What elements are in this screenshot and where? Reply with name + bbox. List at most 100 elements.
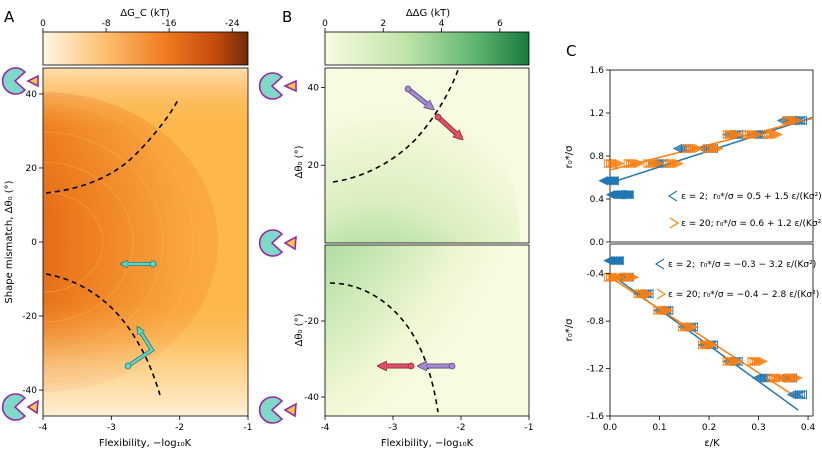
panel-b-xtick-label: -1 [525,423,534,433]
legend-eps20: ε = 20; [681,219,714,229]
panel-b-top-arrow-purple-start [404,85,412,93]
panel-c-top-data-point [790,115,801,126]
panel-c-top-data-point [694,143,704,154]
wedge-icon [283,402,297,418]
panel-a-pacman-top [1,67,39,95]
panel-c-top-ytick-label: 0.4 [590,195,605,205]
panel-b: B ΔΔG (kT) 0 2 4 6 -4 -3 -2 -1 [282,8,534,449]
panel-c-top-data-point [614,158,625,169]
panel-c-bottom-ytick-label: -1.6 [586,412,604,422]
panel-c-bottom-data-point [686,322,697,332]
panel-c-top-data-point [771,129,781,140]
panel-a-xtick-label: -1 [244,423,253,433]
legend-eps2: ε = 2; [668,260,695,270]
panel-c-bottom-data-point [776,373,786,383]
legend-eps20-eq: r₀*/σ = 0.6 + 1.2 ε/(Kσ²) [716,219,822,229]
panel-c-bottom-data-point [642,289,652,299]
panel-c-bottom-data-point [614,255,624,266]
pacman-icon [258,72,284,100]
panel-b-xlabel: Flexibility, −log₁₀K [381,438,474,449]
legend-eps20-eq: r₀*/σ = −0.4 − 2.8 ε/(Kσ²) [703,290,819,300]
panel-a-xlabel: Flexibility, −log₁₀K [99,438,192,449]
panel-c-bottom-data-point [758,356,768,367]
panel-c-bottom-data-point [733,356,744,367]
panel-b-top-arrow-red-start [434,113,442,121]
panel-c-bottom-data-point [689,322,699,332]
panel-c-bottom-data-point [731,356,741,367]
panel-b-colorbar [324,31,530,66]
panel-c-bottom-data-point [756,356,766,367]
panel-b-top-dashed-curve [332,69,459,183]
panel-c-top-legend: ε = 2; r₀*/σ = 0.5 + 1.5 ε/(Kσ²) ε = 20;… [667,190,822,229]
panel-b-bottom-arrow-purple-start [448,362,456,370]
panel-c-bottom-data-point [612,272,623,282]
panel-c-top-data-point [713,143,724,154]
panel-a-xtick-label: -3 [107,423,116,433]
panel-c-bottom-frame [609,243,814,417]
panel-a-xtick-label: -2 [175,423,184,433]
legend-eps2: ε = 2; [681,192,708,202]
panel-a-xtick-label: -4 [39,423,48,433]
panel-c-top-ylabel: r₀*/σ [564,145,575,168]
panel-a-pacman-bottom [1,393,39,421]
panel-b-pacman-mid [258,229,297,257]
panel-c-top-data-point [624,189,634,200]
panel-c-bottom-legend: ε = 2; r₀*/σ = −0.3 − 3.2 ε/(Kσ²) ε = 20… [654,258,819,300]
panel-c-xtick-label: 0.3 [751,423,765,433]
panel-a-heatmap [43,68,248,416]
colorbar-a-tick-label: -8 [102,19,111,29]
panel-a-colorbar-title: ΔG_C (kT) [120,8,170,19]
panel-a-ytick-label: 40 [26,90,38,100]
panel-c-top-data-point [652,158,662,169]
colorbar-a-tick-label: -24 [225,19,240,29]
panel-c-top-data-point [753,129,763,140]
panel-c-bottom-data-point [793,389,803,400]
colorbar-b-tick-label: 4 [439,19,445,29]
legend-marker-eps20 [669,217,680,229]
panel-c-bottom-data-point [756,373,766,383]
panel-a-upper-dashed-curve [45,99,179,194]
panel-c-bottom-data-point [706,340,717,350]
panel-b-bottom-ytick-label: -20 [304,317,319,327]
panel-a-ytick-label: 0 [31,238,37,248]
panel-b-pacman-bottom [258,396,297,424]
panel-a-arrow-2 [127,328,154,367]
wedge-icon [26,399,39,415]
panel-b-top-ytick-label: 20 [308,161,320,171]
panel-c-bottom-data-point [708,340,719,350]
panel-a-letter: A [4,8,15,26]
panel-c-bottom-data-point [644,289,655,299]
panel-c-top-ytick-label: 0.8 [590,152,605,162]
panel-c-bottom-data-point [797,389,807,400]
panel-c-top-data-point [751,129,761,140]
panel-b-top-arrow-purple [407,87,432,108]
colorbar-b-tick-label: 6 [497,19,503,29]
panel-b-bottom-dashed-curve [329,282,439,413]
panel-b-letter: B [282,8,292,26]
pacman-icon [1,393,27,421]
panel-c-xtick-label: 0.0 [603,423,618,433]
panel-c-top-data-point [797,115,807,126]
panel-b-top-arrow-red [436,115,461,138]
colorbar-a-tick-label: 0 [40,19,46,29]
panel-b-xtick-label: -4 [321,423,330,433]
panel-c: C 0.0 0.1 0.2 0.3 0.4 1.6 1.2 0.8 0.4 0.0 -0.4 -0.8… [564,42,822,449]
panel-c-bottom-data-point [627,272,638,282]
panel-c-xtick-label: 0.4 [801,423,816,433]
panel-c-top-frame [609,69,814,243]
panel-c-bottom-ytick-label: -0.4 [586,270,604,280]
panel-a-ytick-label: -40 [22,386,37,396]
pacman-icon [1,67,27,95]
panel-c-top-data-point [793,115,803,126]
panel-c-top-data-point [733,129,744,140]
legend-marker-eps2 [654,258,665,270]
legend-marker-eps20 [656,288,667,300]
panel-c-top-data-point [634,158,645,169]
panel-c-bottom-data-point [793,373,803,383]
panel-c-top-data-point [795,115,805,126]
panel-a-lower-dashed-curve [45,273,161,396]
panel-c-bottom-data-point [790,373,801,383]
panel-c-xlabel: ε/K [704,438,720,449]
colorbar-b-tick-label: 0 [322,19,328,29]
